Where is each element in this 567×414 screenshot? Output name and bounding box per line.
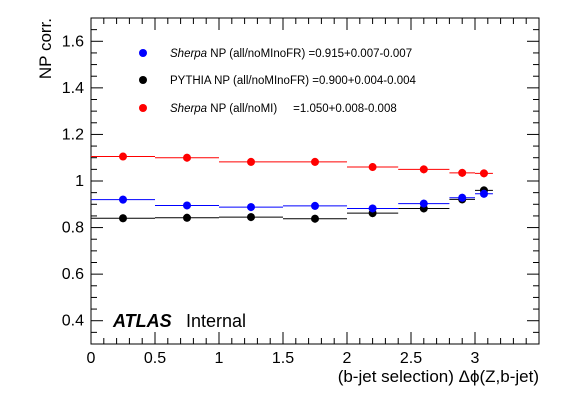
data-point	[247, 203, 255, 212]
internal-label: Internal	[186, 311, 246, 331]
y-tick-label: 1.4	[62, 80, 84, 97]
x-axis-title: (b-jet selection) Δϕ(Z,b-jet)	[338, 367, 539, 386]
data-point	[119, 214, 127, 223]
plot-frame	[90, 17, 540, 345]
x-tick-label: 2	[343, 350, 352, 367]
data-point	[311, 157, 319, 166]
series-0	[91, 189, 493, 213]
legend-label-rest: NP (all/noMI) =1.050+0.008-0.008	[207, 103, 397, 115]
x-tick-label: 1	[215, 350, 224, 367]
y-tick-label: 1.2	[62, 126, 84, 143]
legend-label: Sherpa NP (all/noMI) =1.050+0.008-0.008	[170, 103, 397, 115]
legend-label: PYTHIA NP (all/noMInoFR) =0.900+0.004-0.…	[170, 75, 417, 87]
legend: Sherpa NP (all/noMInoFR) =0.915+0.007-0.…	[139, 48, 417, 115]
data-point	[368, 204, 377, 213]
data-point	[119, 152, 127, 161]
data-point	[419, 165, 428, 174]
y-tick-label: 1	[75, 173, 84, 190]
legend-marker	[139, 76, 147, 84]
y-axis: 0.4 0.6 0.8 1 1.2 1.4 1.6	[62, 17, 539, 345]
x-tick-label: 1.5	[272, 350, 294, 367]
x-tick-label: 3	[471, 350, 480, 367]
data-point	[419, 199, 428, 208]
data-point	[183, 201, 191, 210]
legend-label-rest: NP (all/noMInoFR) =0.915+0.007-0.007	[207, 48, 412, 60]
data-point	[479, 189, 488, 198]
data-point	[311, 201, 319, 210]
legend-label-generator: Sherpa	[170, 103, 207, 115]
data-point	[247, 157, 255, 166]
data-point	[183, 153, 191, 162]
legend-label-generator: Sherpa	[170, 48, 207, 60]
data-point	[247, 213, 255, 222]
x-axis: 0 0.5 1 1.5 2 2.5 3	[87, 18, 540, 367]
data-point	[458, 168, 467, 177]
y-tick-label: 1.6	[62, 33, 84, 50]
x-tick-label: 2.5	[400, 350, 422, 367]
legend-marker	[139, 104, 147, 112]
legend-label-rest: PYTHIA NP (all/noMInoFR) =0.900+0.004-0.…	[170, 75, 417, 87]
x-tick-label: 0	[87, 350, 96, 367]
data-point	[479, 169, 488, 178]
data-series	[91, 152, 493, 223]
series-1	[91, 186, 493, 223]
data-point	[458, 193, 467, 202]
y-tick-label: 0.8	[62, 220, 84, 237]
data-point	[311, 214, 319, 223]
series-2	[91, 152, 493, 178]
y-axis-title: NP corr.	[36, 18, 55, 79]
x-tick-label: 0.5	[144, 350, 166, 367]
atlas-label: ATLAS	[112, 311, 172, 331]
data-point	[368, 163, 377, 172]
data-point	[183, 213, 191, 222]
y-tick-label: 0.4	[62, 313, 84, 330]
legend-label: Sherpa NP (all/noMInoFR) =0.915+0.007-0.…	[170, 48, 412, 60]
legend-marker	[139, 49, 147, 57]
y-tick-label: 0.6	[62, 266, 84, 283]
data-point	[119, 195, 127, 204]
